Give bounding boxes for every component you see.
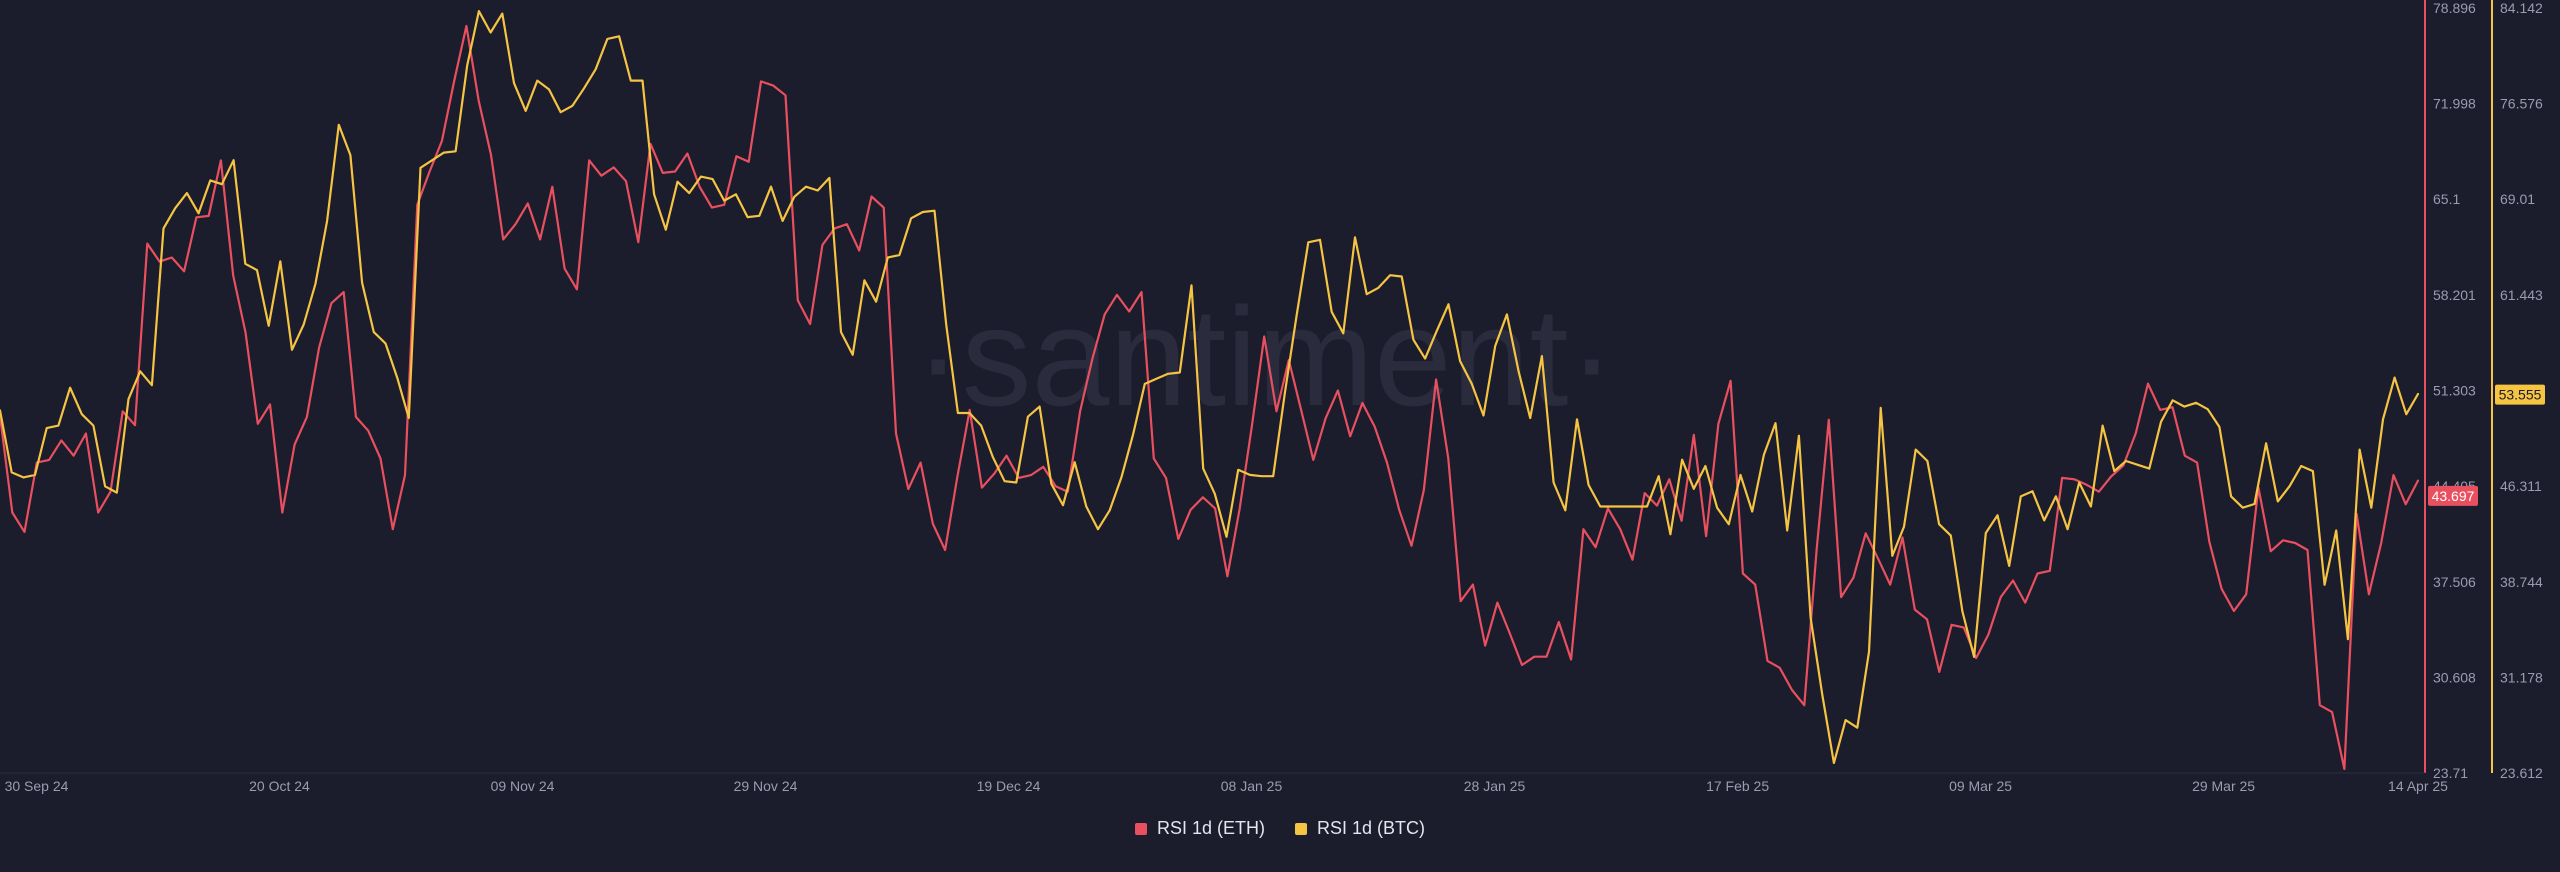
series-layer (0, 10, 2420, 771)
x-axis-tick-label: 17 Feb 25 (1706, 778, 1769, 794)
right-axis-tick-label: 31.178 (2500, 669, 2543, 685)
left-axis-tick-label: 23.71 (2433, 765, 2468, 781)
left-axis-tick-label: 51.303 (2433, 383, 2476, 399)
btc-rsi-line (0, 10, 2420, 765)
axis-layer: 78.89671.99865.158.20151.30344.40537.506… (5, 0, 2545, 794)
left-axis-tick-label: 71.998 (2433, 96, 2476, 112)
right-axis-tick-label: 84.142 (2500, 0, 2543, 16)
legend-item-eth[interactable]: RSI 1d (ETH) (1134, 818, 1265, 839)
btc-current-value-badge (2495, 384, 2545, 405)
x-axis-tick-label: 19 Dec 24 (977, 778, 1041, 794)
watermark: ·santiment· (915, 278, 1615, 435)
left-axis-tick-label: 30.608 (2433, 669, 2476, 685)
x-axis-tick-label: 29 Nov 24 (734, 778, 798, 794)
x-axis-tick-label: 29 Mar 25 (2192, 778, 2255, 794)
legend-label-btc: RSI 1d (BTC) (1317, 818, 1426, 838)
legend-item-btc[interactable]: RSI 1d (BTC) (1295, 818, 1425, 839)
eth-swatch (1134, 822, 1147, 835)
x-axis-tick-label: 09 Nov 24 (491, 778, 555, 794)
btc-current-value: 53.555 (2499, 387, 2542, 403)
left-axis-tick-label: 58.201 (2433, 287, 2476, 303)
left-axis-tick-label: 78.896 (2433, 0, 2476, 16)
x-axis-tick-label: 09 Mar 25 (1949, 778, 2012, 794)
right-axis-tick-label: 76.576 (2500, 96, 2543, 112)
eth-current-value-badge (2428, 485, 2478, 506)
eth-current-value: 43.697 (2432, 488, 2475, 504)
legend: RSI 1d (ETH) RSI 1d (BTC) (0, 818, 2560, 839)
x-axis-tick-label: 14 Apr 25 (2388, 778, 2448, 794)
left-axis-tick-label: 37.506 (2433, 574, 2476, 590)
right-axis-tick-label: 38.744 (2500, 574, 2543, 590)
legend-label-eth: RSI 1d (ETH) (1156, 818, 1265, 838)
eth-rsi-line (0, 24, 2420, 771)
right-axis-tick-label: 61.443 (2500, 287, 2543, 303)
x-axis-tick-label: 20 Oct 24 (249, 778, 310, 794)
left-axis-tick-label: 65.1 (2433, 191, 2460, 207)
btc-swatch (1295, 822, 1307, 835)
x-axis-tick-label: 30 Sep 24 (5, 778, 69, 794)
x-axis-tick-label: 08 Jan 25 (1221, 778, 1283, 794)
x-axis-tick-label: 28 Jan 25 (1464, 778, 1526, 794)
right-axis-tick-label: 23.612 (2500, 765, 2543, 781)
right-axis-tick-label: 69.01 (2500, 191, 2535, 207)
right-axis-tick-label: 46.311 (2500, 478, 2542, 494)
